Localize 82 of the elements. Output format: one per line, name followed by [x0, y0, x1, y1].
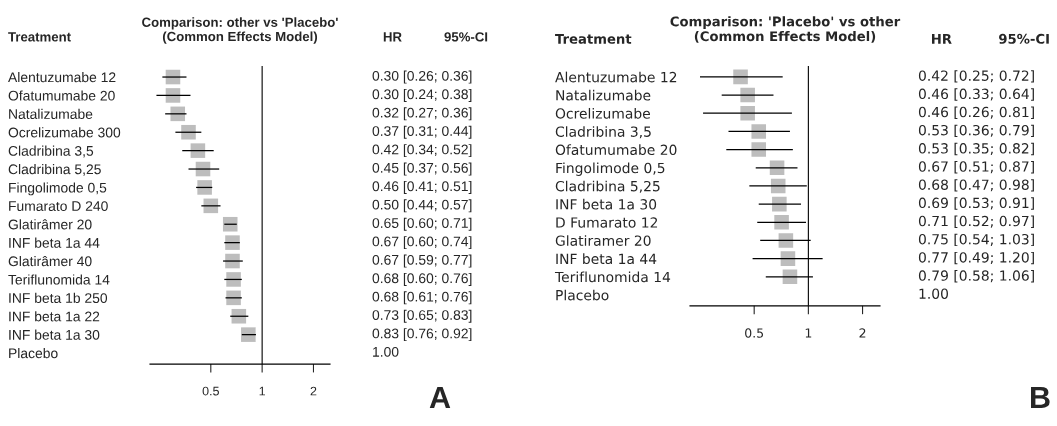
- point: [751, 124, 767, 139]
- point: [751, 142, 767, 157]
- data-label: 0.67 [0.51; 0.87]: [918, 161, 1034, 174]
- data-label: 0.68 [0.61; 0.76]: [372, 291, 472, 305]
- data-label: 0.46 [0.33; 0.64]: [918, 88, 1034, 101]
- data-label: 0.50 [0.44; 0.57]: [372, 199, 472, 213]
- data-label: 0.37 [0.31; 0.44]: [372, 125, 472, 139]
- point: [782, 269, 798, 285]
- data-label: 0.67 [0.60; 0.74]: [372, 236, 472, 250]
- y-tick-label: Natalizumabe: [556, 89, 651, 101]
- text: 1.00: [373, 346, 399, 357]
- data-label: 0.32 [0.27; 0.36]: [372, 107, 472, 121]
- y-tick-label: Fingolimode 0,5: [556, 162, 665, 176]
- point: [769, 160, 785, 176]
- y-axis-title: Treatment: [555, 34, 632, 44]
- x-tick-label: 0.5: [745, 328, 764, 338]
- data-label: 0.45 [0.37; 0.56]: [372, 162, 472, 176]
- data-label: 0.46 [0.26; 0.81]: [918, 106, 1034, 119]
- point: [774, 214, 789, 230]
- y-tick-label: Placebo: [556, 289, 609, 301]
- x-tick-label: 1: [259, 386, 265, 396]
- text: HR: [932, 34, 952, 44]
- y-tick-label: Glatirâmer 20: [8, 219, 92, 230]
- data-label: 0.68 [0.60; 0.76]: [372, 272, 472, 286]
- x-tick-label: 1: [805, 328, 812, 338]
- y-tick-label: Teriflunomida 14: [554, 271, 671, 283]
- data-label: 0.69 [0.53; 0.91]: [918, 197, 1034, 210]
- text: HR: [383, 32, 402, 42]
- y-tick-label: Fumarato D 240: [9, 201, 108, 212]
- point: [778, 233, 794, 248]
- x-tick-label: 2: [310, 386, 317, 396]
- data-label: 0.46 [0.41; 0.51]: [372, 180, 472, 194]
- y-tick-label: Ofatumumabe 20: [8, 90, 115, 101]
- data-label: 0.77 [0.49; 1.20]: [918, 251, 1034, 265]
- y-tick-label: Fingolimode 0,5: [9, 182, 107, 196]
- y-tick-label: Alentuzumabe 12: [555, 71, 677, 83]
- data-label: 0.42 [0.25; 0.72]: [918, 70, 1034, 83]
- y-tick-label: INF beta 1a 30: [556, 198, 657, 210]
- y-tick-label: INF beta 1a 22: [9, 311, 100, 322]
- x-tick-label: 2: [859, 328, 866, 338]
- data-label: 0.71 [0.52; 0.97]: [918, 215, 1034, 228]
- y-tick-label: Cladribina 3,5: [8, 145, 94, 158]
- y-tick-label: INF beta 1a 30: [9, 329, 100, 340]
- text: 95%-CI: [999, 33, 1049, 44]
- y-tick-label: INF beta 1b 250: [9, 292, 108, 304]
- y-tick-label: Cladribina 5,25: [555, 180, 660, 193]
- y-tick-label: Cladribina 5,25: [8, 164, 101, 176]
- data-label: 0.75 [0.54; 1.03]: [918, 233, 1034, 247]
- chart-title: Comparison: other vs 'Placebo' (Common Effects Model): [142, 17, 338, 44]
- chart-title: Comparison: 'Placebo' vs other (Common Effects Model): [670, 16, 901, 43]
- y-tick-label: Natalizumabe: [9, 108, 93, 120]
- text: 1.00: [919, 288, 948, 299]
- data-label: 0.68 [0.47; 0.98]: [918, 179, 1034, 192]
- data-label: 0.67 [0.59; 0.77]: [372, 254, 472, 268]
- y-tick-label: Alentuzumabe 12: [8, 72, 116, 83]
- y-tick-label: Ofatumumabe 20: [555, 144, 677, 156]
- y-tick-label: Teriflunomida 14: [8, 274, 110, 285]
- data-label: 0.83 [0.76; 0.92]: [372, 328, 472, 342]
- point: [740, 105, 755, 121]
- y-tick-label: Cladribina 3,5: [555, 126, 651, 139]
- text: B: [1031, 386, 1050, 408]
- y-tick-label: Placebo: [9, 348, 58, 359]
- text: A: [429, 386, 451, 408]
- text: 95%-CI: [444, 32, 488, 42]
- y-axis-title: Treatment: [8, 32, 71, 42]
- data-label: 0.53 [0.35; 0.82]: [918, 142, 1034, 156]
- y-tick-label: Ocrelizumabe 300: [8, 127, 121, 138]
- point: [780, 251, 796, 266]
- data-label: 0.42 [0.34; 0.52]: [372, 144, 472, 158]
- y-tick-label: INF beta 1a 44: [9, 237, 100, 248]
- data-label: 0.73 [0.65; 0.83]: [372, 309, 472, 323]
- y-tick-label: Glatiramer 20: [555, 235, 651, 246]
- data-label: 0.79 [0.58; 1.06]: [918, 270, 1034, 283]
- y-tick-label: Glatirâmer 40: [8, 255, 92, 267]
- data-label: 0.65 [0.60; 0.71]: [372, 217, 472, 231]
- data-label: 0.30 [0.24; 0.38]: [372, 88, 472, 102]
- x-tick-label: 0.5: [202, 386, 219, 396]
- data-label: 0.53 [0.36; 0.79]: [918, 124, 1034, 138]
- data-label: 0.30 [0.26; 0.36]: [372, 70, 472, 84]
- y-tick-label: D Fumarato 12: [556, 217, 658, 228]
- y-tick-label: Ocrelizumabe: [555, 107, 650, 119]
- y-tick-label: INF beta 1a 44: [556, 253, 657, 265]
